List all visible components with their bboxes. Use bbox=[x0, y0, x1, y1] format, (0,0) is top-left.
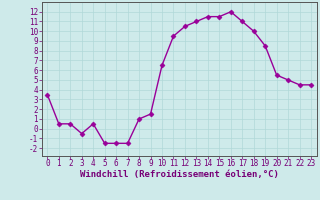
X-axis label: Windchill (Refroidissement éolien,°C): Windchill (Refroidissement éolien,°C) bbox=[80, 170, 279, 179]
